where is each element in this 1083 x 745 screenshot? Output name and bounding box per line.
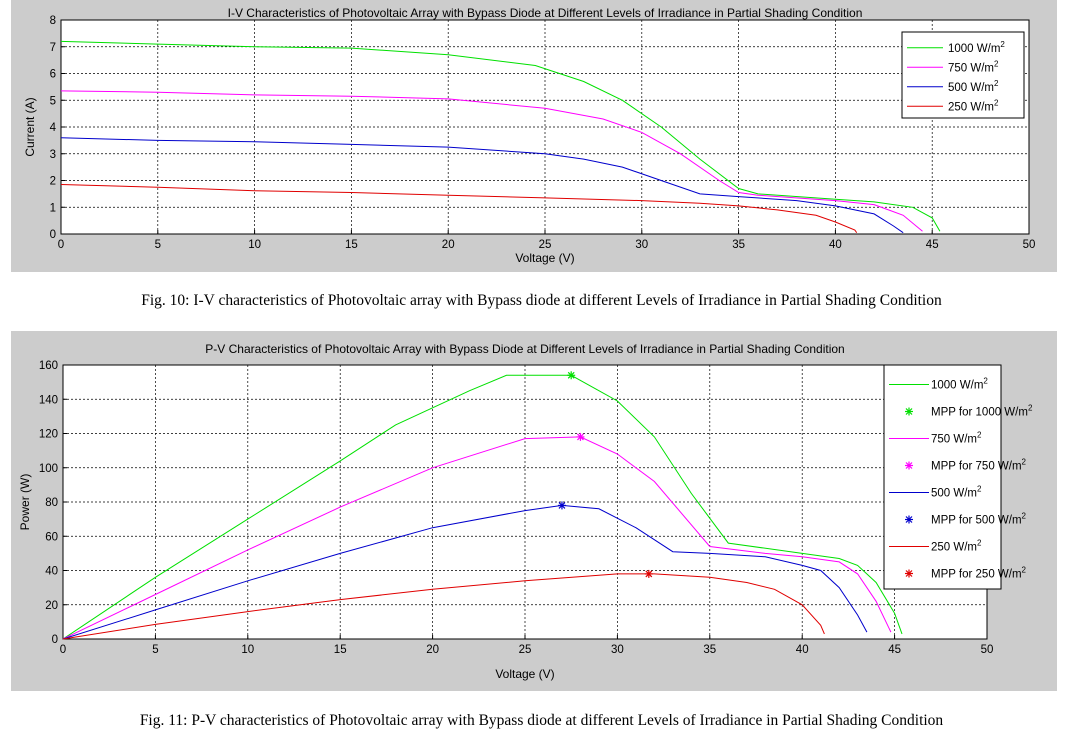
iv-y-tick-label: 7 xyxy=(50,42,56,54)
iv-y-tick-label: 3 xyxy=(50,149,56,161)
pv-y-tick-label: 40 xyxy=(45,566,58,578)
pv-series-line xyxy=(62,504,868,640)
iv-series-line xyxy=(60,40,941,232)
pv-legend-box xyxy=(883,364,1002,590)
pv-y-tick-label: 160 xyxy=(39,360,58,372)
iv-legend-label: 750 W/m2 xyxy=(948,59,999,74)
iv-chart: I-V Characteristics of Photovoltaic Arra… xyxy=(23,6,1036,265)
iv-y-tick-label: 2 xyxy=(50,176,56,188)
iv-y-tick-label: 4 xyxy=(50,122,57,134)
pv-legend-marker xyxy=(905,407,913,416)
pv-x-tick-label: 30 xyxy=(611,644,624,656)
pv-legend: 1000 W/m2 MPP for 1000 W/m2 750 W/m2 MPP fo… xyxy=(883,364,1033,590)
pv-series-line xyxy=(62,436,892,640)
pv-series-line xyxy=(62,573,825,640)
iv-grid xyxy=(61,20,1029,234)
pv-x-tick-label: 5 xyxy=(152,644,158,656)
pv-figure-panel: P-V Characteristics of Photovoltaic Arra… xyxy=(11,331,1057,691)
iv-x-tick-label: 35 xyxy=(732,239,745,251)
iv-series-line xyxy=(60,90,923,232)
pv-x-axis-label: Voltage (V) xyxy=(495,667,554,681)
iv-x-tick-label: 15 xyxy=(345,239,358,251)
iv-x-tick-label: 25 xyxy=(539,239,552,251)
pv-legend-marker xyxy=(905,515,913,524)
pv-legend-marker xyxy=(905,461,913,470)
iv-y-tick-label: 6 xyxy=(50,69,56,81)
iv-x-tick-label: 40 xyxy=(829,239,842,251)
pv-mpp-marker xyxy=(567,371,576,380)
pv-y-tick-label: 0 xyxy=(52,634,58,646)
pv-y-tick-label: 80 xyxy=(45,497,58,509)
pv-y-tick-label: 60 xyxy=(45,531,58,543)
pv-y-tick-label: 140 xyxy=(39,394,58,406)
pv-legend-label: 250 W/m2 xyxy=(931,539,982,554)
pv-x-tick-label: 0 xyxy=(60,644,66,656)
iv-series-line xyxy=(60,137,904,234)
pv-mpp-marker xyxy=(557,501,566,510)
iv-y-tick-label: 5 xyxy=(50,95,56,107)
pv-x-tick-label: 40 xyxy=(796,644,809,656)
iv-series-line xyxy=(60,184,858,233)
iv-legend: 1000 W/m2 750 W/m2 500 W/m2 250 W/m2 xyxy=(901,31,1025,119)
pv-x-tick-label: 25 xyxy=(519,644,532,656)
pv-x-tick-label: 50 xyxy=(981,644,994,656)
iv-y-axis-label: Current (A) xyxy=(23,97,37,156)
pv-x-tick-label: 15 xyxy=(334,644,347,656)
iv-legend-label: 500 W/m2 xyxy=(948,79,999,94)
iv-y-tick-label: 8 xyxy=(50,15,56,27)
iv-x-tick-label: 20 xyxy=(442,239,455,251)
pv-legend-label: MPP for 250 W/m2 xyxy=(931,566,1027,581)
pv-legend-label: MPP for 1000 W/m2 xyxy=(931,404,1033,419)
iv-chart-title: I-V Characteristics of Photovoltaic Arra… xyxy=(228,6,863,20)
pv-grid xyxy=(63,365,987,639)
iv-figure-caption: Fig. 10: I-V characteristics of Photovol… xyxy=(141,292,942,309)
pv-figure-caption: Fig. 11: P-V characteristics of Photovol… xyxy=(139,712,944,729)
pv-x-tick-label: 35 xyxy=(703,644,716,656)
pv-series-line xyxy=(62,374,903,640)
pv-y-tick-label: 20 xyxy=(45,600,58,612)
pv-y-tick-label: 120 xyxy=(39,429,58,441)
iv-x-tick-label: 0 xyxy=(58,239,64,251)
pv-chart-title: P-V Characteristics of Photovoltaic Arra… xyxy=(205,342,844,356)
iv-x-tick-label: 30 xyxy=(635,239,648,251)
pv-legend-label: 500 W/m2 xyxy=(931,485,982,500)
pv-legend-label: 1000 W/m2 xyxy=(931,377,988,392)
iv-x-tick-label: 50 xyxy=(1023,239,1036,251)
iv-x-axis-label: Voltage (V) xyxy=(515,251,574,265)
iv-x-tick-label: 10 xyxy=(248,239,261,251)
pv-mpp-marker xyxy=(644,569,653,578)
iv-x-tick-label: 45 xyxy=(926,239,939,251)
pv-chart: P-V Characteristics of Photovoltaic Arra… xyxy=(18,342,1033,681)
pv-x-tick-label: 10 xyxy=(241,644,254,656)
iv-figure-panel: I-V Characteristics of Photovoltaic Arra… xyxy=(11,0,1057,272)
pv-legend-label: MPP for 750 W/m2 xyxy=(931,458,1027,473)
pv-mpp-marker xyxy=(576,432,585,441)
pv-y-tick-label: 100 xyxy=(39,463,58,475)
iv-x-tick-label: 5 xyxy=(155,239,161,251)
pv-y-axis-label: Power (W) xyxy=(18,474,32,531)
pv-x-tick-label: 20 xyxy=(426,644,439,656)
pv-x-tick-label: 45 xyxy=(888,644,901,656)
pv-legend-label: 750 W/m2 xyxy=(931,431,982,446)
iv-y-tick-label: 1 xyxy=(50,202,56,214)
pv-legend-label: MPP for 500 W/m2 xyxy=(931,512,1027,527)
iv-legend-label: 1000 W/m2 xyxy=(948,40,1005,55)
pv-legend-marker xyxy=(905,569,913,578)
iv-y-tick-label: 0 xyxy=(50,229,56,241)
iv-legend-label: 250 W/m2 xyxy=(948,98,999,113)
iv-legend-box xyxy=(901,31,1025,119)
